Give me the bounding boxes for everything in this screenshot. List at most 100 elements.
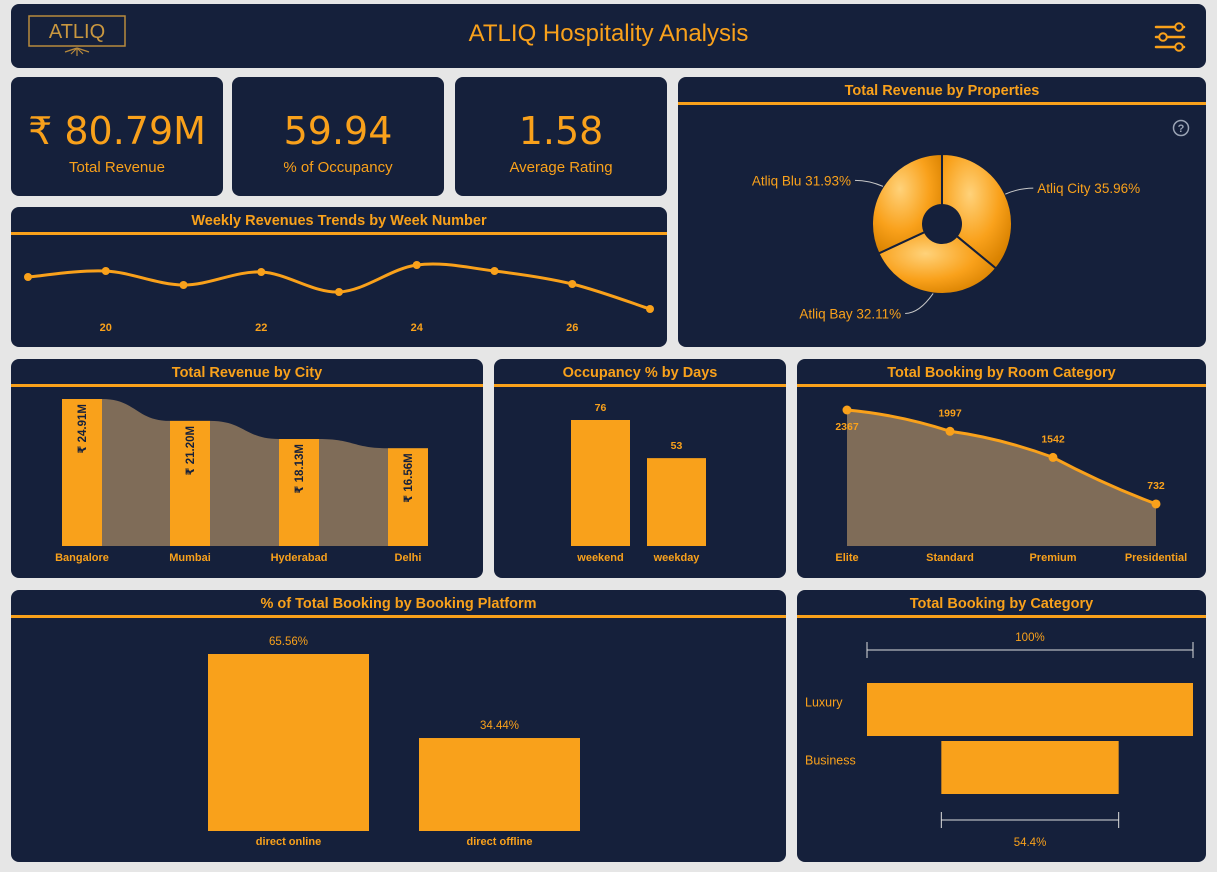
days-bar	[571, 420, 630, 546]
header-bar: ATLIQ ATLIQ Hospitality Analysis	[11, 4, 1206, 68]
room-category-label: Elite	[835, 552, 858, 564]
funnel-category-label: Luxury	[805, 696, 843, 710]
x-tick-label: 24	[411, 322, 424, 334]
properties-donut-chart: Atliq City 35.96% Atliq Bay 32.11% Atliq B…	[752, 152, 1140, 321]
weekly-series-line	[27, 262, 651, 311]
days-bar-chart: 76 weekend 53 weekday	[571, 402, 706, 564]
city-bar	[279, 439, 319, 546]
x-tick-label: 22	[255, 322, 267, 334]
category-funnel-chart: 100% Luxury Business 54.4%	[805, 632, 1194, 849]
room-data-label: 732	[1147, 480, 1165, 492]
city-data-label: ₹ 24.91M	[77, 404, 89, 454]
chart-title: Total Booking by Category	[797, 590, 1206, 618]
funnel-top-bracket	[866, 642, 1194, 658]
funnel-category-label: Business	[805, 754, 856, 768]
kpi-label: % of Occupancy	[283, 159, 393, 176]
kpi-value: 59.94	[283, 109, 393, 153]
chart-title: Total Revenue by City	[11, 359, 483, 387]
funnel-bottom-bracket	[940, 812, 1120, 828]
logo-text: ATLIQ	[49, 21, 105, 43]
weekly-point	[179, 281, 188, 289]
funnel-top-label: 100%	[1015, 632, 1044, 644]
funnel-bar	[867, 683, 1193, 736]
atliq-logo: ATLIQ	[27, 14, 127, 58]
days-bar	[647, 458, 706, 546]
city-category-label: Hyderabad	[271, 552, 328, 564]
chart-title: Total Revenue by Properties	[678, 77, 1206, 105]
logo-graphic: ATLIQ	[28, 15, 126, 56]
funnel-bar	[941, 741, 1119, 794]
svg-text:?: ?	[1178, 123, 1185, 135]
sliders-icon[interactable]	[1153, 22, 1187, 52]
question-circle-icon[interactable]: ?	[1172, 119, 1190, 137]
weekly-point	[24, 273, 32, 281]
weekly-point	[490, 267, 499, 275]
kpi-card-total-revenue: ₹ 80.79M Total Revenue	[11, 77, 223, 196]
weekly-trend-card: Weekly Revenues Trends by Week Number 20…	[11, 207, 667, 347]
chart-title: Weekly Revenues Trends by Week Number	[11, 207, 667, 235]
days-category-label: weekend	[576, 552, 623, 564]
city-bar	[62, 399, 102, 546]
city-revenue-card: Total Revenue by City ₹ 24.91M Bangalore ₹…	[11, 359, 483, 578]
weekly-point	[335, 288, 343, 296]
city-bar-chart: ₹ 24.91M Bangalore ₹ 21.20M Mumbai ₹ 18.13M H…	[55, 399, 428, 564]
city-bar	[170, 420, 210, 546]
donut-leader-line	[905, 293, 934, 314]
city-bar	[388, 448, 428, 546]
properties-donut-card: Total Revenue by Properties ? Atliq City…	[678, 77, 1206, 347]
kpi-card-occupancy: 59.94 % of Occupancy	[232, 77, 444, 196]
weekly-point	[646, 305, 654, 313]
room-point	[842, 405, 852, 415]
donut-label: Atliq City 35.96%	[1037, 181, 1140, 196]
room-category-label: Standard	[926, 552, 974, 564]
booking-platform-card: % of Total Booking by Booking Platform 6…	[11, 590, 786, 862]
dashboard-title: ATLIQ Hospitality Analysis	[468, 20, 749, 47]
platform-bar-chart: 65.56% direct online 34.44% direct offline	[208, 636, 580, 848]
room-point	[1048, 452, 1058, 462]
city-category-label: Mumbai	[169, 552, 211, 564]
kpi-label: Total Revenue	[69, 159, 165, 176]
platform-category-label: direct online	[256, 836, 321, 848]
occupancy-days-card: Occupancy % by Days 76 weekend 53 weekday	[494, 359, 786, 578]
donut-leader-line	[854, 179, 884, 187]
room-point	[1151, 499, 1161, 509]
platform-category-label: direct offline	[466, 836, 532, 848]
chart-title: % of Total Booking by Booking Platform	[11, 590, 786, 618]
platform-bar	[208, 654, 369, 831]
room-category-label: Premium	[1029, 552, 1076, 564]
x-tick-label: 20	[100, 322, 112, 334]
city-data-label: ₹ 21.20M	[185, 426, 197, 476]
room-area-line	[846, 408, 1157, 506]
weekly-point	[101, 267, 110, 275]
room-category-label: Presidential	[1125, 552, 1187, 564]
room-category-card: Total Booking by Room Category 2367 Elite…	[797, 359, 1206, 578]
donut-label: Atliq Bay 32.11%	[799, 306, 901, 321]
platform-data-label: 65.56%	[269, 636, 308, 648]
donut-slice	[871, 152, 943, 255]
x-tick-label: 26	[566, 322, 578, 334]
funnel-bottom-label: 54.4%	[1014, 837, 1047, 849]
city-category-label: Delhi	[395, 552, 422, 564]
platform-bar	[419, 738, 580, 831]
kpi-value: ₹ 80.79M	[28, 109, 206, 153]
kpi-card-average-rating: 1.58 Average Rating	[455, 77, 667, 196]
booking-category-card: Total Booking by Category 100% Luxury Busi…	[797, 590, 1206, 862]
city-data-label: ₹ 16.56M	[403, 453, 415, 503]
donut-leader-line	[1005, 187, 1034, 195]
weekly-point	[568, 280, 577, 288]
room-point	[945, 426, 955, 436]
room-data-label: 1997	[938, 407, 962, 419]
days-data-label: 53	[671, 440, 683, 452]
city-category-label: Bangalore	[55, 552, 109, 564]
days-data-label: 76	[595, 402, 607, 414]
donut-slice	[941, 152, 1013, 270]
donut-slice	[877, 230, 998, 295]
room-area-fill	[847, 410, 1156, 546]
city-data-label: ₹ 18.13M	[294, 444, 306, 494]
donut-label: Atliq Blu 31.93%	[752, 173, 851, 188]
kpi-label: Average Rating	[509, 159, 613, 176]
chart-title: Total Booking by Room Category	[797, 359, 1206, 387]
days-category-label: weekday	[653, 552, 701, 564]
room-area-chart: 2367 Elite 1997 Standard 1542 Premium 732 Presi…	[835, 405, 1187, 564]
chart-title: Occupancy % by Days	[494, 359, 786, 387]
